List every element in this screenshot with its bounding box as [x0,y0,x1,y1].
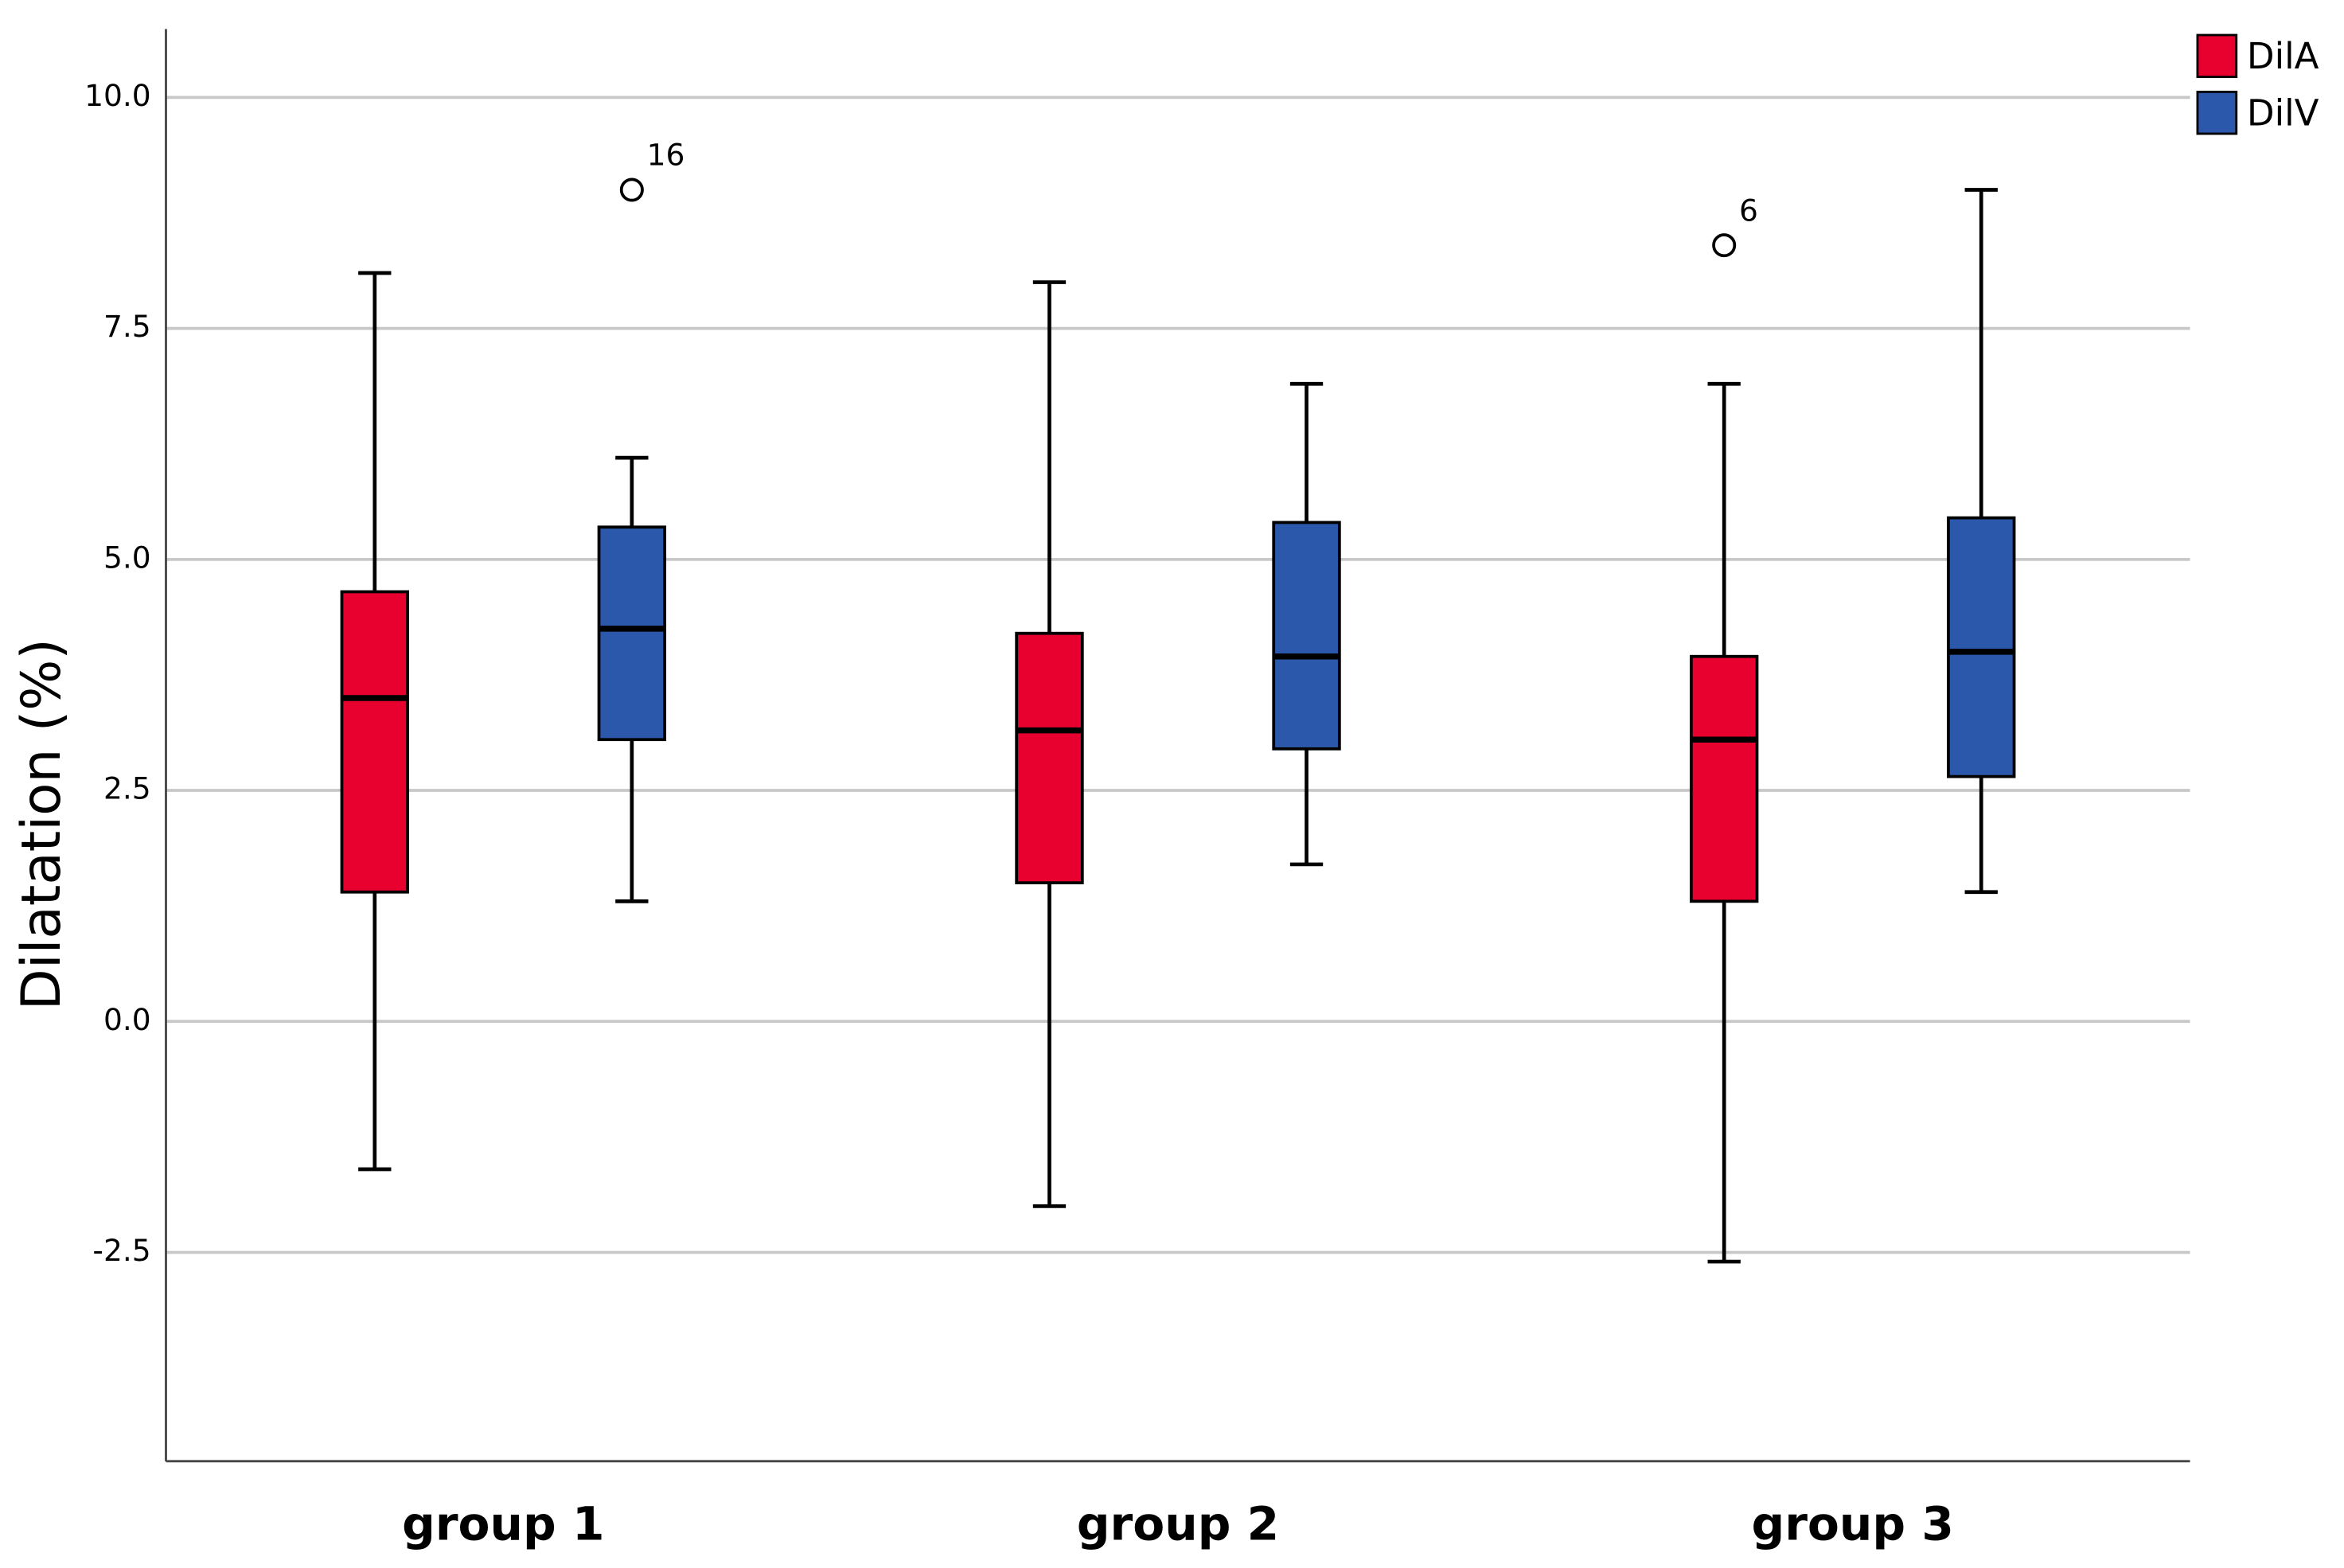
box [597,525,667,742]
outlier-label: 16 [647,138,685,173]
outlier [1712,233,1737,258]
box [1272,521,1341,751]
y-tick-label: -2.5 [92,1233,150,1268]
y-tick-label: 0.0 [103,1002,151,1037]
y-tick-label: 7.5 [103,309,151,344]
x-tick-label: group 3 [1752,1497,1954,1551]
x-tick-label: group 1 [402,1497,604,1551]
y-tick-label: 10.0 [84,78,151,113]
box [1015,631,1084,885]
y-tick-label: 2.5 [103,771,151,806]
outlier-label: 6 [1739,193,1758,228]
y-tick-label: 5.0 [103,540,151,575]
box [340,590,409,894]
legend-label: DilV [2247,92,2319,134]
legend-swatch [2196,33,2238,79]
outlier [619,177,644,202]
legend-label: DilA [2247,35,2319,77]
x-tick-label: group 2 [1077,1497,1279,1551]
legend-swatch [2196,90,2238,135]
y-axis-title: Dilatation (%) [10,638,72,1010]
box [1689,654,1759,903]
box [1947,516,2016,778]
